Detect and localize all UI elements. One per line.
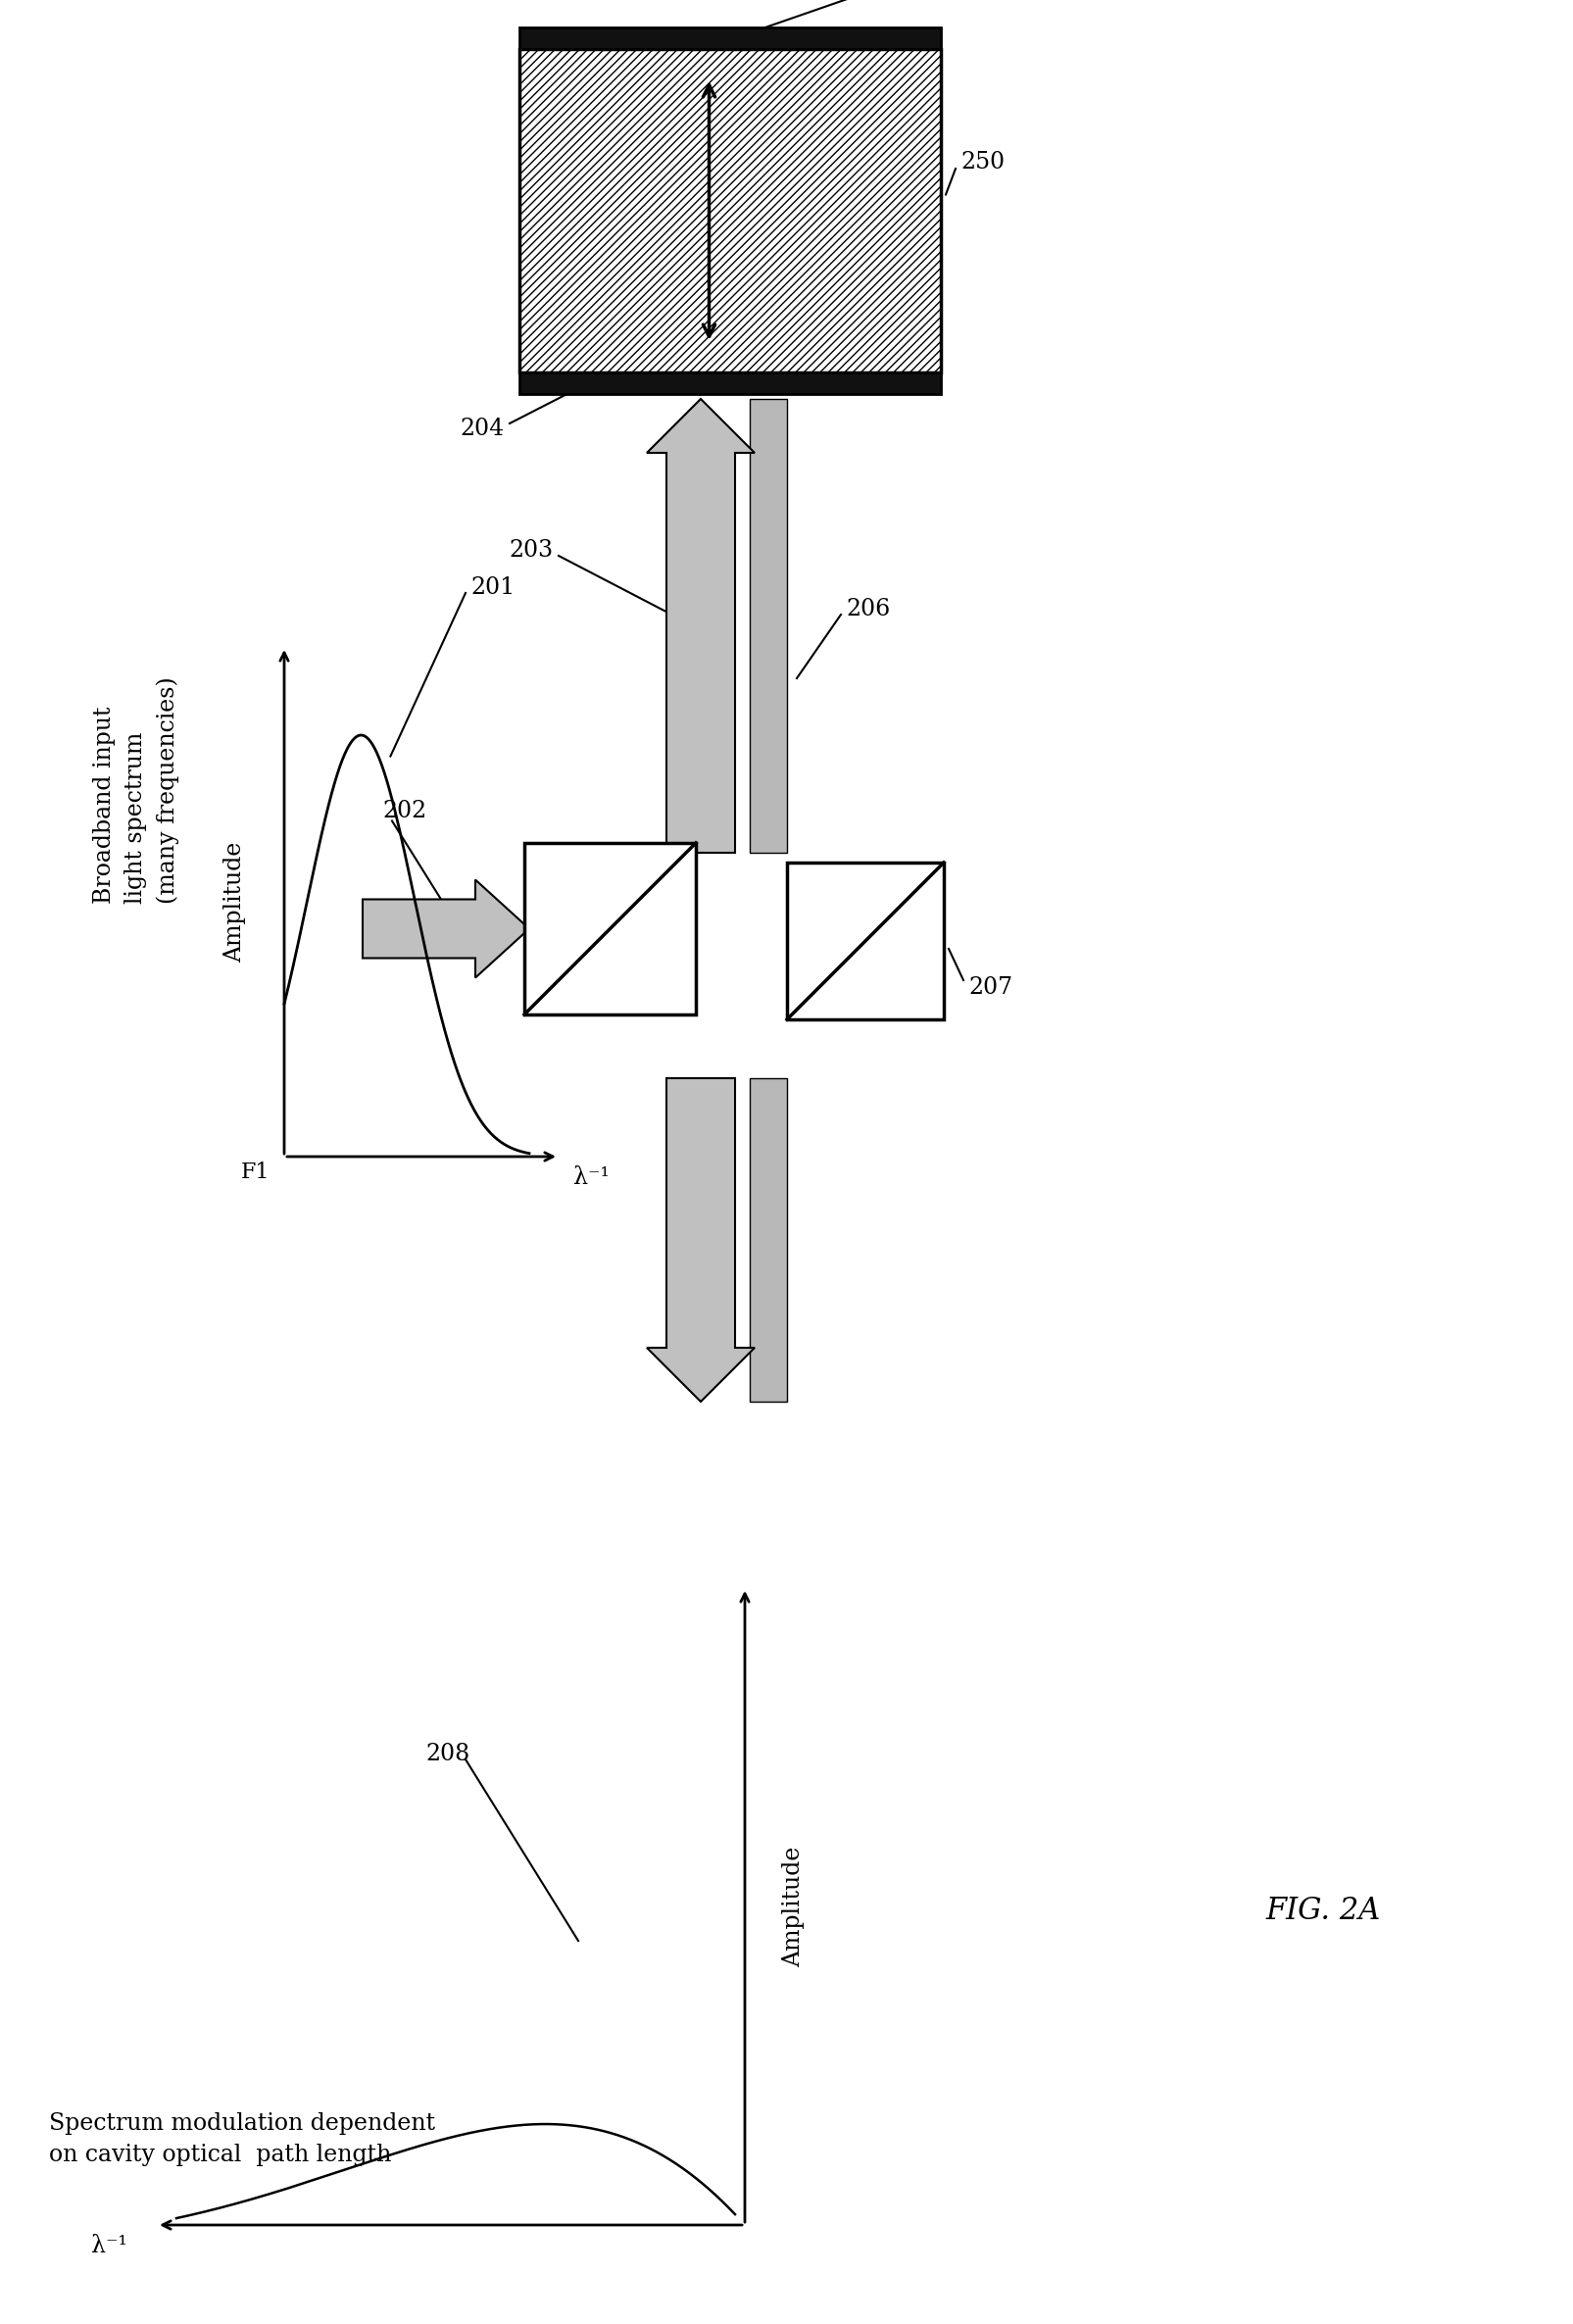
Text: λ⁻¹: λ⁻¹ (573, 1167, 609, 1190)
Text: 250: 250 (961, 151, 1005, 174)
Polygon shape (647, 400, 755, 853)
Bar (519, 372, 941, 395)
Text: 208: 208 (426, 1743, 470, 1766)
Bar (519, 28, 941, 49)
Text: 202: 202 (382, 799, 426, 823)
Text: 206: 206 (846, 597, 890, 621)
Text: Broadband input
light spectrum
(many frequencies): Broadband input light spectrum (many fre… (93, 676, 179, 904)
Text: FIG. 2A: FIG. 2A (1266, 1896, 1381, 1927)
Polygon shape (647, 1078, 755, 1401)
Text: Spectrum modulation dependent
on cavity optical  path length: Spectrum modulation dependent on cavity … (49, 2113, 436, 2166)
Text: Amplitude: Amplitude (223, 841, 247, 962)
Text: 203: 203 (510, 539, 554, 562)
Text: 204: 204 (461, 416, 505, 439)
Bar (750, 400, 786, 853)
Bar (524, 844, 695, 1016)
Bar (519, 49, 941, 372)
Bar (750, 1078, 786, 1401)
Text: F1: F1 (241, 1162, 269, 1183)
Polygon shape (363, 881, 529, 978)
Text: 207: 207 (969, 976, 1013, 999)
Text: λ⁻¹: λ⁻¹ (91, 2236, 127, 2257)
Bar (786, 862, 944, 1020)
Text: Amplitude: Amplitude (783, 1845, 805, 1966)
Text: 201: 201 (470, 576, 514, 600)
